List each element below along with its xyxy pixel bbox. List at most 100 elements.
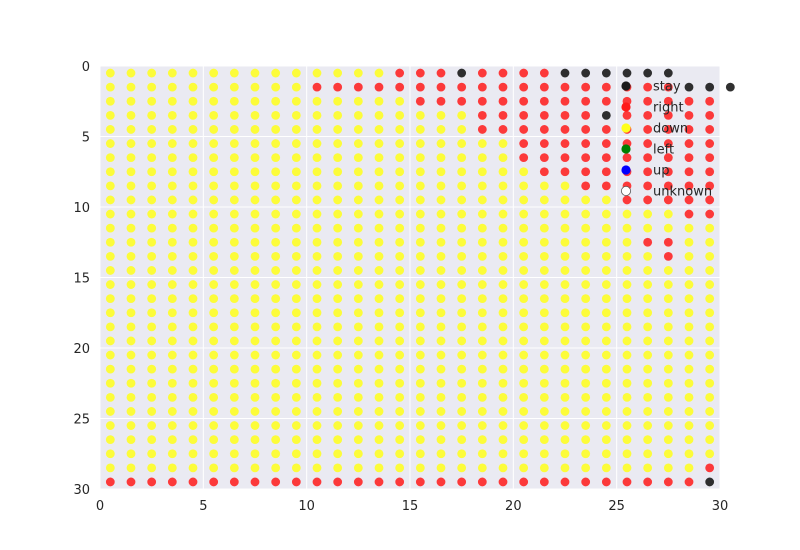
point-down — [105, 181, 115, 191]
point-down — [333, 209, 343, 219]
point-down — [374, 96, 384, 106]
point-down — [147, 378, 157, 388]
point-down — [271, 209, 281, 219]
point-down — [250, 449, 260, 459]
point-down — [705, 322, 715, 332]
point-down — [622, 421, 632, 430]
point-down — [167, 392, 177, 402]
point-down — [312, 449, 322, 459]
point-down — [374, 421, 384, 430]
point-right — [601, 125, 611, 134]
point-down — [353, 68, 363, 78]
point-right — [312, 82, 322, 92]
point-down — [105, 392, 115, 402]
point-down — [250, 294, 260, 304]
point-down — [457, 350, 467, 360]
point-down — [105, 449, 115, 459]
point-down — [436, 181, 446, 191]
point-down — [188, 181, 198, 191]
point-down — [643, 294, 653, 304]
point-down — [415, 209, 425, 219]
point-right — [684, 125, 694, 134]
point-down — [477, 266, 487, 275]
point-down — [209, 82, 219, 92]
point-down — [374, 139, 384, 148]
point-down — [229, 167, 239, 177]
point-right — [560, 477, 570, 487]
point-down — [374, 167, 384, 177]
point-down — [684, 308, 694, 318]
point-down — [333, 449, 343, 459]
point-down — [622, 308, 632, 318]
point-down — [539, 463, 549, 473]
point-down — [395, 96, 405, 106]
point-down — [395, 435, 405, 445]
point-down — [312, 110, 322, 120]
point-down — [436, 449, 446, 459]
point-down — [105, 322, 115, 332]
point-down — [560, 251, 570, 261]
point-down — [105, 68, 115, 78]
point-down — [663, 209, 673, 219]
point-stay — [601, 68, 611, 78]
point-down — [643, 322, 653, 332]
point-stay — [643, 68, 653, 78]
point-down — [436, 294, 446, 304]
point-down — [415, 322, 425, 332]
point-down — [271, 350, 281, 360]
point-down — [188, 110, 198, 120]
point-down — [167, 167, 177, 177]
point-down — [312, 223, 322, 233]
point-right — [663, 110, 673, 120]
point-down — [498, 435, 508, 445]
point-right — [663, 125, 673, 134]
point-right — [643, 110, 653, 120]
point-down — [622, 392, 632, 402]
point-right — [457, 477, 467, 487]
point-down — [581, 449, 591, 459]
point-down — [663, 435, 673, 445]
point-down — [519, 336, 529, 346]
point-down — [229, 336, 239, 346]
point-down — [126, 266, 136, 275]
legend-label-down: down — [653, 122, 688, 137]
legend-marker-unknown — [621, 185, 632, 196]
point-down — [147, 125, 157, 134]
point-down — [622, 322, 632, 332]
point-right — [333, 82, 343, 92]
point-down — [291, 223, 301, 233]
point-down — [374, 336, 384, 346]
point-down — [209, 251, 219, 261]
point-right — [271, 477, 281, 487]
point-down — [229, 421, 239, 430]
point-down — [250, 378, 260, 388]
point-down — [539, 350, 549, 360]
point-down — [395, 251, 405, 261]
point-down — [519, 350, 529, 360]
point-down — [209, 421, 219, 430]
point-down — [498, 195, 508, 205]
point-down — [250, 364, 260, 374]
point-right — [291, 477, 301, 487]
point-down — [105, 308, 115, 318]
point-down — [209, 294, 219, 304]
x-tick-label: 25 — [608, 499, 625, 514]
point-down — [643, 449, 653, 459]
point-down — [188, 209, 198, 219]
point-stay — [457, 68, 467, 78]
point-down — [105, 139, 115, 148]
point-down — [705, 336, 715, 346]
point-down — [105, 350, 115, 360]
point-down — [622, 223, 632, 233]
point-down — [560, 308, 570, 318]
point-down — [457, 110, 467, 120]
point-down — [209, 463, 219, 473]
point-down — [333, 308, 343, 318]
point-right — [601, 82, 611, 92]
point-down — [581, 378, 591, 388]
point-down — [498, 237, 508, 247]
point-down — [353, 266, 363, 275]
point-down — [581, 308, 591, 318]
point-down — [188, 392, 198, 402]
point-down — [457, 449, 467, 459]
